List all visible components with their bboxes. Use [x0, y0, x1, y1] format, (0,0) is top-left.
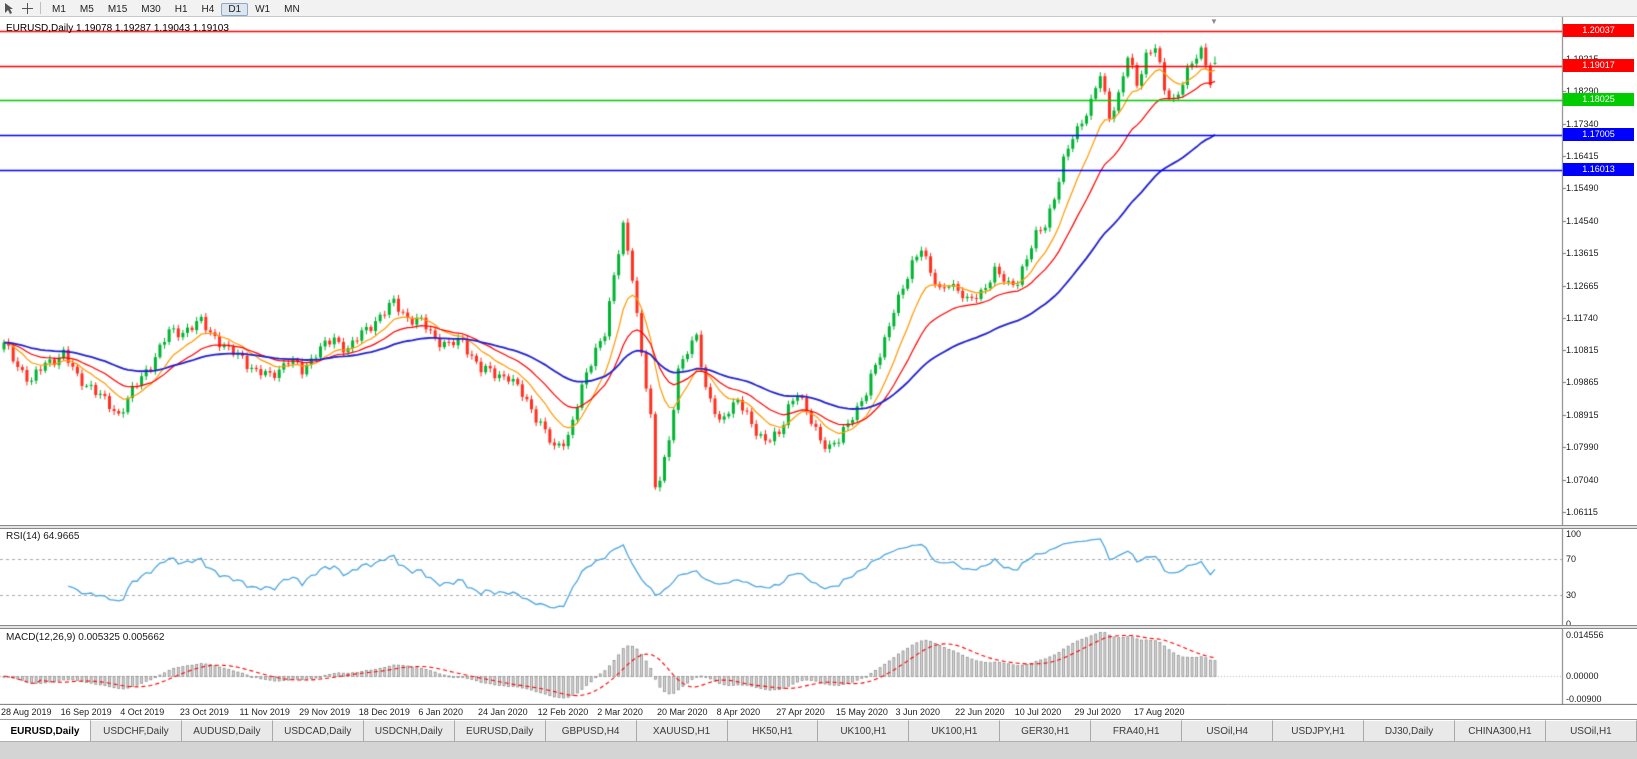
chart-tab-eurusd-daily[interactable]: EURUSD,Daily [0, 720, 91, 741]
chart-tab-usdjpy-h1[interactable]: USDJPY,H1 [1273, 720, 1365, 741]
date-axis-label: 3 Jun 2020 [895, 707, 940, 717]
price-axis-label: 1.08915 [1566, 410, 1599, 421]
date-axis-label: 18 Dec 2019 [358, 707, 410, 717]
date-axis-label: 20 Mar 2020 [656, 707, 708, 717]
price-axis-label: 1.07990 [1566, 442, 1599, 453]
macd-axis-label: 0.014556 [1566, 630, 1604, 640]
date-axis-label: 11 Nov 2019 [239, 707, 290, 717]
price-axis-label: 1.12665 [1566, 280, 1599, 291]
date-axis-label: 29 Nov 2019 [299, 707, 351, 717]
chart-tab-xauusd-h1[interactable]: XAUUSD,H1 [636, 720, 728, 741]
chart-tab-usdchf-daily[interactable]: USDCHF,Daily [90, 720, 182, 741]
timeframe-button-h4[interactable]: H4 [201, 4, 215, 15]
chart-tab-uk100-h1[interactable]: UK100,H1 [909, 720, 1001, 741]
chart-shift-marker-icon[interactable]: ▼ [1210, 17, 1218, 26]
price-axis-label: 1.06115 [1566, 507, 1598, 518]
date-axis-label: 22 Jun 2020 [955, 707, 1005, 717]
date-axis-label: 29 Jul 2020 [1074, 707, 1121, 717]
date-axis-label: 4 Oct 2019 [120, 707, 165, 717]
date-axis-label: 2 Mar 2020 [597, 707, 643, 717]
chart-tab-usdcad-daily[interactable]: USDCAD,Daily [272, 720, 364, 741]
panel-splitter-rsi[interactable] [0, 525, 1637, 529]
chart-tab-usdcnh-daily[interactable]: USDCNH,Daily [363, 720, 455, 741]
timeframe-button-m30[interactable]: M30 [141, 4, 161, 15]
hline-price-tag[interactable]: 1.20037 [1563, 23, 1634, 37]
rsi-axis-label: 0 [1566, 619, 1572, 629]
timeframe-button-m15[interactable]: M15 [107, 4, 128, 15]
macd-axis-label: -0.00900 [1566, 694, 1602, 704]
macd-indicator-label: MACD(12,26,9) 0.005325 0.005662 [6, 632, 165, 643]
cursor-icon[interactable] [0, 1, 18, 16]
hline-price-tag[interactable]: 1.18025 [1563, 93, 1634, 107]
chart-title: EURUSD,Daily 1.19078 1.19287 1.19043 1.1… [6, 23, 229, 34]
hline-price-tag[interactable]: 1.17005 [1563, 128, 1634, 142]
timeframe-button-m5[interactable]: M5 [79, 4, 94, 15]
timeframe-buttons: M1 M5 M15 M30 H1 H4 D1 W1 MN [45, 0, 307, 17]
timeframe-toolbar: M1 M5 M15 M30 H1 H4 D1 W1 MN [0, 0, 1637, 17]
chart-tab-china300-h1[interactable]: CHINA300,H1 [1455, 720, 1546, 741]
rsi-axis-label: 30 [1566, 589, 1577, 600]
date-axis-label: 28 Aug 2019 [1, 707, 52, 717]
chart-tab-uk100-h1[interactable]: UK100,H1 [818, 720, 910, 741]
price-axis-label: 1.15490 [1566, 182, 1599, 193]
rsi-axis-label: 100 [1566, 529, 1582, 539]
macd-axis-label: 0.00000 [1566, 671, 1599, 682]
date-axis-label: 15 May 2020 [835, 707, 888, 717]
chart-tab-usoil-h1[interactable]: USOil,H1 [1545, 720, 1637, 741]
price-axis-label: 1.14540 [1566, 215, 1599, 226]
timeframe-button-mn[interactable]: MN [284, 4, 300, 15]
date-axis-label: 10 Jul 2020 [1014, 707, 1062, 717]
hline-price-tag[interactable]: 1.16013 [1563, 162, 1634, 176]
price-axis-label: 1.17340 [1566, 118, 1599, 129]
chart-tab-audusd-daily[interactable]: AUDUSD,Daily [181, 720, 273, 741]
timeframe-button-w1[interactable]: W1 [255, 4, 271, 15]
timeframe-button-d1[interactable]: D1 [221, 3, 249, 16]
date-axis-label: 8 Apr 2020 [716, 707, 761, 717]
chart-tab-eurusd-daily[interactable]: EURUSD,Daily [454, 720, 546, 741]
rsi-indicator-label: RSI(14) 64.9665 [6, 531, 80, 542]
price-axis-label: 1.11740 [1566, 312, 1598, 323]
price-axis-label: 1.18290 [1566, 85, 1599, 96]
date-axis-label: 16 Sep 2019 [60, 707, 112, 717]
crosshair-icon[interactable] [18, 1, 36, 16]
hline-price-tag[interactable]: 1.19017 [1563, 58, 1634, 72]
date-axis-label: 27 Apr 2020 [776, 707, 825, 717]
date-axis-label: 23 Oct 2019 [179, 707, 229, 717]
toolbar-separator [40, 2, 41, 14]
chart-tab-ger30-h1[interactable]: GER30,H1 [1000, 720, 1092, 741]
timeframe-button-h1[interactable]: H1 [174, 4, 188, 15]
chart-tab-dj30-daily[interactable]: DJ30,Daily [1364, 720, 1455, 741]
chart-tab-bar: EURUSD,Daily USDCHF,Daily AUDUSD,Daily USDC… [0, 719, 1637, 741]
date-axis-label: 6 Jan 2020 [418, 707, 463, 717]
date-axis-label: 17 Aug 2020 [1133, 707, 1185, 717]
chart-tab-fra40-h1[interactable]: FRA40,H1 [1091, 720, 1183, 741]
chart-tab-hk50-h1[interactable]: HK50,H1 [727, 720, 819, 741]
price-axis-label: 1.09865 [1566, 377, 1599, 388]
date-axis-label: 24 Jan 2020 [478, 707, 528, 717]
window-bottom-strip [0, 741, 1637, 759]
price-axis-label: 1.10815 [1566, 344, 1599, 355]
price-axis-label: 1.16415 [1566, 150, 1599, 161]
price-axis-label: 1.13615 [1566, 247, 1599, 258]
chart-canvas[interactable] [0, 17, 1637, 705]
timeframe-button-m1[interactable]: M1 [52, 4, 66, 15]
price-axis-label: 1.07040 [1566, 475, 1599, 486]
date-axis-label: 12 Feb 2020 [537, 707, 589, 717]
panel-splitter-macd[interactable] [0, 625, 1637, 629]
rsi-axis-label: 70 [1566, 554, 1577, 565]
chart-tab-gbpusd-h4[interactable]: GBPUSD,H4 [545, 720, 637, 741]
chart-tab-usoil-h4[interactable]: USOil,H4 [1182, 720, 1274, 741]
